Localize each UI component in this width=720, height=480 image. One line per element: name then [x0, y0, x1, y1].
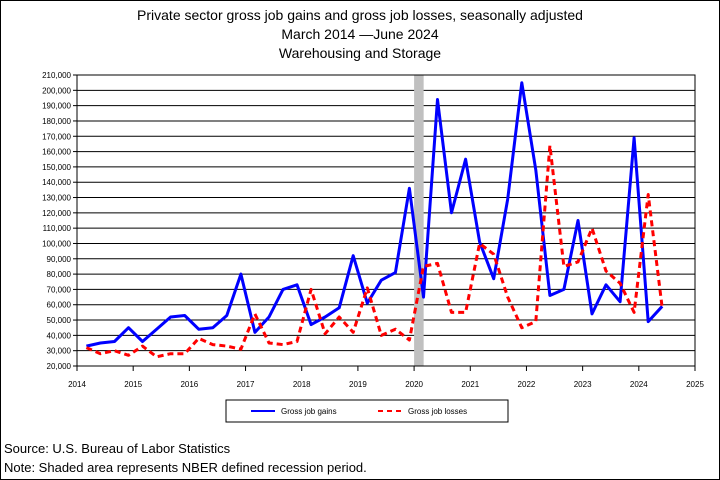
x-tick-label: 2019 [349, 380, 367, 389]
gross-job-gains-line [86, 81, 664, 348]
x-tick-label: 2015 [124, 380, 142, 389]
y-tick-label: 30,000 [47, 347, 72, 356]
plot-border [76, 74, 696, 367]
x-tick-label: 2022 [518, 380, 536, 389]
y-tick-label: 70,000 [47, 285, 72, 294]
y-tick-label: 150,000 [42, 163, 71, 172]
y-tick-label: 190,000 [42, 102, 71, 111]
x-tick-label: 2017 [237, 380, 255, 389]
grid-lines [77, 74, 695, 367]
x-tick-label: 2016 [180, 380, 198, 389]
series-lines [85, 81, 664, 359]
y-tick-label: 60,000 [47, 301, 72, 310]
x-tick-label: 2025 [686, 380, 704, 389]
y-tick-label: 20,000 [47, 362, 72, 371]
chart-title: Private sector gross job gains and gross… [137, 7, 583, 23]
y-tick-label: 110,000 [43, 224, 72, 233]
x-tick-label: 2024 [630, 380, 648, 389]
source-note: Source: U.S. Bureau of Labor Statistics [4, 441, 231, 456]
y-tick-label: 140,000 [42, 178, 71, 187]
legend-label-gains: Gross job gains [281, 407, 337, 416]
y-tick-label: 160,000 [42, 148, 71, 157]
y-tick-label: 80,000 [47, 270, 72, 279]
x-tick-label: 2021 [461, 380, 479, 389]
chart-industry: Warehousing and Storage [278, 45, 442, 61]
y-tick-label: 120,000 [42, 209, 71, 218]
axes: 20,000 30,000 40,000 50,000 60,000 70,000 80,0… [42, 71, 704, 389]
y-tick-label: 180,000 [42, 117, 71, 126]
gross-job-losses-line [85, 144, 664, 359]
recession-band [414, 75, 424, 366]
legend: Gross job gains Gross job losses [225, 399, 509, 423]
y-tick-label: 200,000 [42, 86, 71, 95]
chart-date-range: March 2014 —June 2024 [281, 26, 439, 42]
y-tick-label: 40,000 [47, 331, 72, 340]
y-tick-label: 210,000 [42, 71, 71, 80]
y-tick-label: 100,000 [42, 239, 71, 248]
x-tick-label: 2014 [68, 380, 86, 389]
recession-note: Note: Shaded area represents NBER define… [4, 460, 367, 475]
y-tick-label: 90,000 [47, 255, 72, 264]
y-tick-label: 130,000 [42, 194, 71, 203]
x-tick-label: 2020 [405, 380, 423, 389]
x-tick-label: 2018 [293, 380, 311, 389]
x-tick-label: 2023 [574, 380, 592, 389]
legend-box [225, 399, 509, 423]
recession-shading [414, 75, 424, 366]
y-tick-label: 50,000 [47, 316, 72, 325]
y-tick-label: 170,000 [42, 132, 71, 141]
legend-label-losses: Gross job losses [408, 407, 467, 416]
